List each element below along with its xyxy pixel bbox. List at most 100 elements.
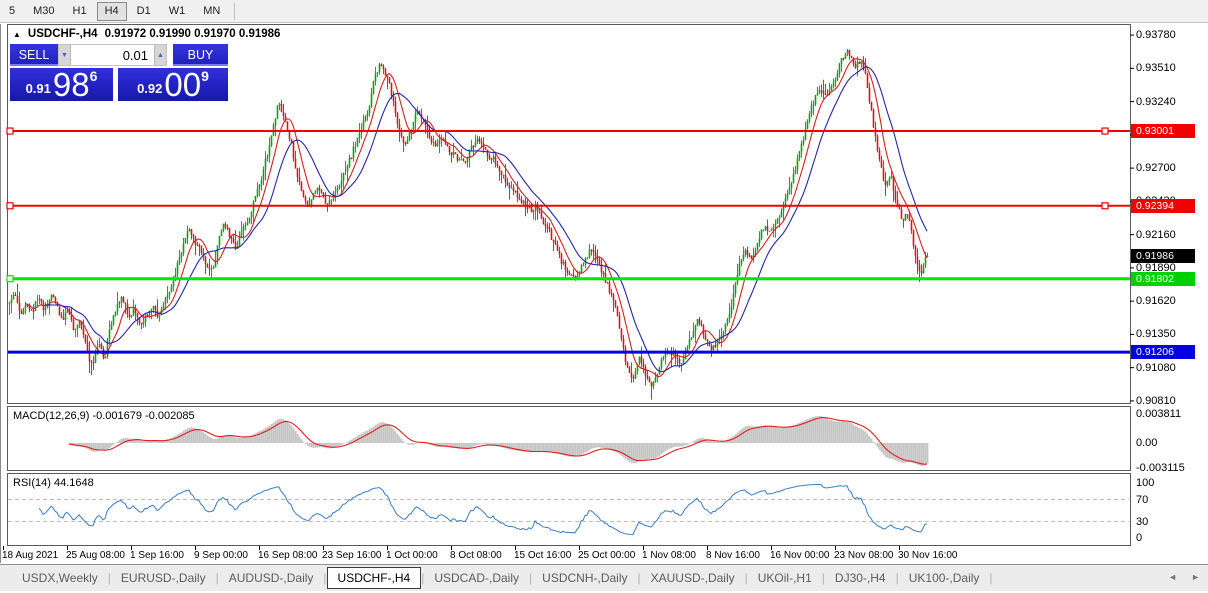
rsi-panel-frame	[7, 473, 1131, 546]
chart-canvas[interactable]	[0, 22, 1208, 564]
price-tick-label: 0.90810	[1136, 394, 1176, 407]
chart-workspace: ▲ USDCHF-,H4 0.91972 0.91990 0.91970 0.9…	[0, 22, 1208, 564]
price-tick-label: 0.92700	[1136, 162, 1176, 175]
ask-price-prefix: 0.92	[137, 81, 163, 96]
macd-plot	[68, 416, 929, 466]
tab-usdcad-daily[interactable]: USDCAD-,Daily	[434, 571, 520, 585]
quotes-row: 0.91 98 6 0.92 00 9	[10, 68, 228, 101]
tab-xauusd-daily[interactable]: XAUUSD-,Daily	[650, 571, 735, 585]
tab-usdx-weekly[interactable]: USDX,Weekly	[22, 571, 98, 585]
rsi-axis-label: 100	[1136, 477, 1155, 489]
tab-scroll-left-icon[interactable]: ◄	[1168, 572, 1178, 582]
price-badge-0.91802: 0.91802	[1131, 271, 1195, 286]
timeframe-button-h4[interactable]: H4	[96, 1, 127, 21]
time-axis-label: 8 Oct 08:00	[450, 550, 502, 561]
price-tick-label: 0.93510	[1136, 62, 1176, 75]
price-tick-label: 0.93240	[1136, 95, 1176, 108]
macd-indicator-label: MACD(12,26,9) -0.001679 -0.002085	[13, 410, 195, 422]
time-axis-label: 1 Oct 00:00	[386, 550, 438, 561]
ma-fast-line	[24, 58, 928, 378]
time-axis-label: 1 Nov 08:00	[642, 550, 696, 561]
price-tick-label: 0.91080	[1136, 361, 1176, 374]
rsi-plot	[8, 483, 1129, 536]
tab-separator: |	[821, 571, 825, 585]
tab-separator: |	[637, 571, 641, 585]
tab-separator: |	[323, 571, 327, 585]
bid-price-pipette: 6	[89, 68, 98, 84]
time-axis-label: 8 Nov 16:00	[706, 550, 760, 561]
collapse-chart-icon[interactable]: ▲	[13, 29, 21, 39]
horizontal-level-lines[interactable]	[6, 127, 1130, 354]
time-axis-label: 16 Nov 00:00	[770, 550, 830, 561]
ma-slow-line	[44, 66, 928, 373]
tab-eurusd-daily[interactable]: EURUSD-,Daily	[120, 571, 206, 585]
volume-increase-icon[interactable]: ▲	[155, 45, 166, 65]
price-tick-label: 0.91620	[1136, 295, 1176, 308]
tab-separator: |	[744, 571, 748, 585]
time-axis-label: 25 Aug 08:00	[66, 550, 125, 561]
tab-dj30-h4[interactable]: DJ30-,H4	[834, 571, 886, 585]
timeframe-button-5[interactable]: 5	[1, 2, 23, 21]
time-axis-label: 16 Sep 08:00	[258, 550, 318, 561]
rsi-axis-label: 70	[1136, 493, 1149, 506]
rsi-indicator-label: RSI(14) 44.1648	[13, 477, 94, 489]
timeframe-toolbar: 5 M30 H1 H4 D1 W1 MN	[0, 0, 1208, 23]
time-axis-label: 18 Aug 2021	[2, 550, 59, 561]
price-badge-0.92394: 0.92394	[1131, 198, 1195, 213]
rsi-axis-label: 30	[1136, 515, 1149, 528]
one-click-trade-panel: SELL ▼ ▲ BUY 0.91 98 6 0.92 00 9	[10, 44, 228, 101]
time-axis-label: 1 Sep 16:00	[130, 550, 184, 561]
price-badge-0.91206: 0.91206	[1131, 345, 1195, 360]
line-handle[interactable]	[1101, 127, 1109, 135]
timeframe-button-m30[interactable]: M30	[25, 2, 62, 21]
volume-decrease-icon[interactable]: ▼	[59, 45, 70, 65]
price-tick-label: 0.91350	[1136, 328, 1176, 341]
price-tick-label: 0.93780	[1136, 29, 1176, 42]
tab-separator: |	[421, 571, 425, 585]
ask-price-big-digits: 00	[164, 65, 202, 103]
price-tick-label: 0.91890	[1136, 261, 1176, 274]
tab-audusd-daily[interactable]: AUDUSD-,Daily	[228, 571, 314, 585]
macd-axis-label: -0.003115	[1136, 462, 1185, 474]
volume-spinner: ▼ ▲	[58, 44, 167, 66]
chart-tabs-bar: USDX,Weekly | EURUSD-,Daily | AUDUSD-,Daily |…	[0, 564, 1208, 591]
tab-uk100-daily[interactable]: UK100-,Daily	[908, 571, 980, 585]
tab-usdcnh-daily[interactable]: USDCNH-,Daily	[542, 571, 628, 585]
line-handle[interactable]	[1101, 202, 1109, 210]
tab-scroll-right-icon[interactable]: ►	[1191, 572, 1200, 582]
time-axis-label: 9 Sep 00:00	[194, 550, 248, 561]
tab-ukoil-h1[interactable]: UKOil-,H1	[757, 571, 812, 585]
sell-button[interactable]: SELL	[10, 44, 58, 66]
timeframe-button-w1[interactable]: W1	[161, 2, 194, 21]
tab-separator: |	[529, 571, 533, 585]
ask-price-display[interactable]: 0.92 00 9	[118, 68, 228, 101]
volume-input[interactable]	[70, 45, 155, 65]
timeframe-button-d1[interactable]: D1	[129, 2, 159, 21]
bid-price-display[interactable]: 0.91 98 6	[10, 68, 113, 101]
timeframe-button-mn[interactable]: MN	[195, 2, 228, 21]
price-badge-0.93001: 0.93001	[1131, 124, 1195, 139]
ask-price-pipette: 9	[201, 68, 209, 84]
buy-button[interactable]: BUY	[173, 44, 228, 66]
tab-scroll-nav: ◄ ►	[1168, 572, 1200, 582]
time-axis-label: 23 Sep 16:00	[322, 550, 382, 561]
time-axis-label: 15 Oct 16:00	[514, 550, 572, 561]
timeframe-button-h1[interactable]: H1	[65, 2, 95, 21]
macd-axis-label: 0.00	[1136, 437, 1158, 449]
bid-price-big-digits: 98	[52, 65, 90, 103]
tab-separator: |	[895, 571, 899, 585]
macd-axis-label: 0.003811	[1136, 408, 1182, 420]
line-handle[interactable]	[6, 202, 14, 210]
bid-price-prefix: 0.91	[25, 81, 51, 96]
line-handle[interactable]	[6, 127, 14, 135]
time-axis-label: 30 Nov 16:00	[898, 550, 958, 561]
axis-tick-marks	[3, 34, 1134, 550]
chart-header: ▲ USDCHF-,H4 0.91972 0.91990 0.91970 0.9…	[13, 28, 280, 40]
tab-usdchf-h4[interactable]: USDCHF-,H4	[326, 567, 422, 589]
chart-title: USDCHF-,H4	[27, 28, 98, 40]
line-handle[interactable]	[6, 275, 14, 283]
trade-buttons-row: SELL ▼ ▲ BUY	[10, 44, 228, 66]
rsi-axis-label: 0	[1136, 532, 1143, 544]
time-axis-label: 25 Oct 00:00	[578, 550, 636, 561]
